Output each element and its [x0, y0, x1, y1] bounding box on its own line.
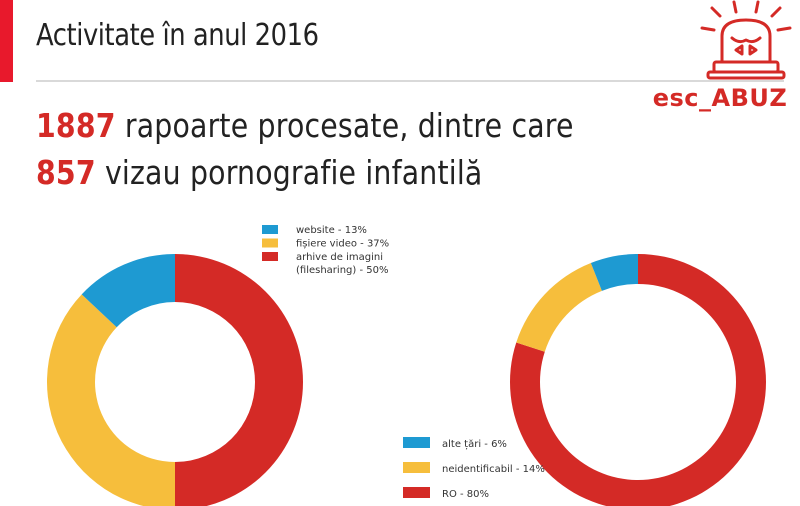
headline-number-1: 1887: [36, 106, 116, 145]
page-title: Activitate în anul 2016: [36, 18, 319, 53]
headline-text-1: rapoarte procesate, dintre care: [124, 106, 574, 145]
chart-1-legend-label-2: fișiere video - 37%: [296, 239, 389, 250]
chart-2-legend-label-1: alte țări - 6%: [442, 439, 507, 450]
chart-2-legend-label-2: neidentificabil - 14%: [442, 464, 545, 475]
chart-1-slice-2: [47, 294, 175, 506]
chart-2-legend-label-3: RO - 80%: [442, 489, 489, 500]
chart-2-legend-swatch-2: [403, 462, 430, 473]
headline-line-1: 1887 rapoarte procesate, dintre care: [36, 106, 574, 145]
headline-line-2: 857 vizau pornografie infantilă: [36, 153, 482, 192]
chart-1-slice-1: [81, 254, 175, 328]
chart-2-legend-swatch-3: [403, 487, 430, 498]
chart-2-slice-1: [590, 254, 638, 291]
chart-1-legend-label-1: website - 13%: [296, 225, 367, 236]
logo-text: esc_ABUZ: [652, 84, 788, 112]
header-accent-bar: [0, 0, 13, 82]
chart-2-legend-swatch-1: [403, 437, 430, 448]
siren-icon: [700, 0, 792, 80]
chart-2-slice-2: [516, 262, 602, 352]
chart-1-slice-3: [175, 254, 303, 506]
chart-1-legend-swatch-3: [262, 252, 278, 261]
header-divider: [36, 80, 784, 82]
chart-1-legend-label-3: arhive de imagini (filesharing) - 50%: [296, 252, 388, 276]
chart-1-legend-swatch-1: [262, 225, 278, 234]
headline-number-2: 857: [36, 153, 96, 192]
headline-text-2: vizau pornografie infantilă: [104, 153, 483, 192]
chart-1-legend-swatch-2: [262, 238, 278, 248]
